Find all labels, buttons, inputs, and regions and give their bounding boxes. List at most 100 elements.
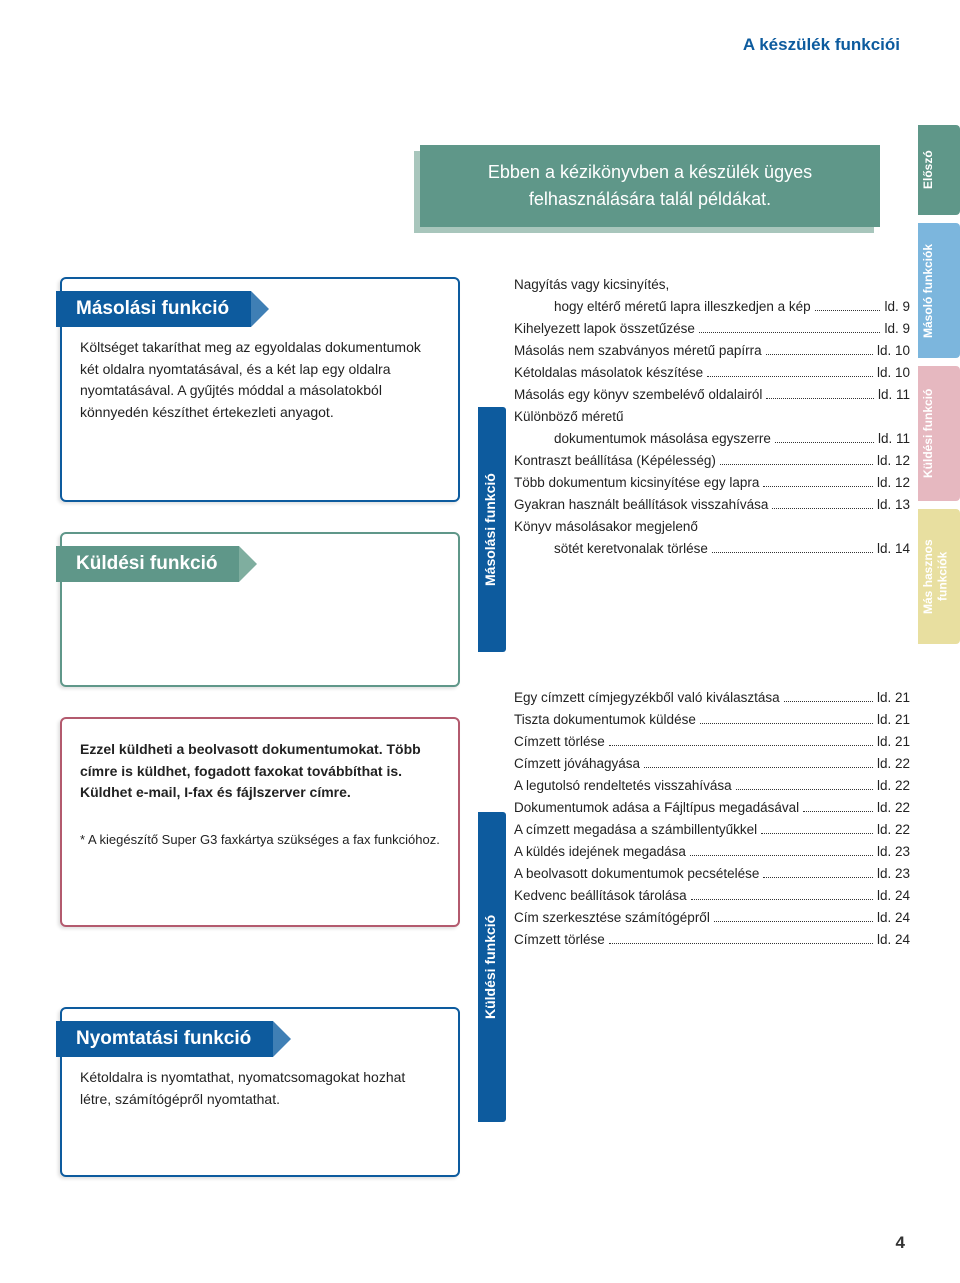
toc-line: Nagyítás vagy kicsinyítés, — [514, 277, 910, 292]
toc-label: A beolvasott dokumentumok pecsételése — [514, 866, 759, 881]
card-send-placeholder: Küldési funkció — [60, 532, 460, 687]
toc-dots — [815, 310, 881, 311]
toc-page: ld. 22 — [877, 822, 910, 837]
toc-row: A címzett megadása a számbillentyűkkel ld… — [514, 822, 910, 837]
toc-row: Gyakran használt beállítások visszahívás… — [514, 497, 910, 512]
toc-dots — [761, 833, 873, 834]
toc-row: hogy eltérő méretű lapra illeszkedjen a … — [514, 299, 910, 314]
card-copy-title-text: Másolási funkció — [76, 298, 229, 319]
toc-page: ld. 22 — [877, 778, 910, 793]
toc-label: hogy eltérő méretű lapra illeszkedjen a … — [554, 299, 811, 314]
card-send-title-text: Küldési funkció — [76, 553, 217, 574]
toc-row: Kontraszt beállítása (Képélesség)ld. 12 — [514, 453, 910, 468]
vertical-tabs: Másolási funkció Küldési funkció — [478, 277, 506, 1177]
left-column: Másolási funkció Költséget takaríthat me… — [60, 277, 460, 1177]
intro-line1: Ebben a kézikönyvben a készülék ügyes — [438, 159, 862, 186]
toc-dots — [766, 398, 874, 399]
toc-label: A küldés idejének megadása — [514, 844, 686, 859]
toc-row: Címzett jóváhagyásald. 22 — [514, 756, 910, 771]
toc-dots — [712, 552, 873, 553]
toc-dots — [700, 723, 873, 724]
toc-label: Címzett törlése — [514, 932, 605, 947]
toc-row: Címzett törlése ld. 24 — [514, 932, 910, 947]
card-send-title: Küldési funkció — [56, 546, 239, 582]
toc-page: ld. 9 — [884, 321, 910, 336]
toc-row: Kihelyezett lapok összetűzéseld. 9 — [514, 321, 910, 336]
toc-dots — [763, 486, 873, 487]
card-print-title: Nyomtatási funkció — [56, 1021, 273, 1057]
toc-dots — [690, 855, 873, 856]
toc-dots — [766, 354, 873, 355]
toc-page: ld. 23 — [877, 866, 910, 881]
toc-row: dokumentumok másolása egyszerre ld. 11 — [514, 431, 910, 446]
toc-label: A legutolsó rendeltetés visszahívása — [514, 778, 732, 793]
toc-label: Kedvenc beállítások tárolása — [514, 888, 687, 903]
toc-label: Címzett törlése — [514, 734, 605, 749]
card-copy-title: Másolási funkció — [56, 291, 251, 327]
toc-label: Kontraszt beállítása (Képélesség) — [514, 453, 716, 468]
toc-page: ld. 22 — [877, 800, 910, 815]
toc-dots — [763, 877, 873, 878]
intro-line2: felhasználására talál példákat. — [438, 186, 862, 213]
toc-page: ld. 11 — [878, 431, 910, 446]
toc-label: Címzett jóváhagyása — [514, 756, 640, 771]
toc-dots — [609, 745, 873, 746]
side-ribbons: Előszó Másoló funkciók Küldési funkció M… — [918, 125, 960, 644]
card-copy-body: Költséget takaríthat meg az egyoldalas d… — [80, 337, 440, 424]
toc-label: Több dokumentum kicsinyítése egy lapra — [514, 475, 759, 490]
toc-label: A címzett megadása a számbillentyűkkel — [514, 822, 757, 837]
vtab-send: Küldési funkció — [478, 812, 506, 1122]
toc-row: Több dokumentum kicsinyítése egy laprald… — [514, 475, 910, 490]
toc-line: Könyv másolásakor megjelenő — [514, 519, 910, 534]
page-header: A készülék funkciói — [60, 35, 910, 55]
page-number: 4 — [896, 1233, 905, 1253]
toc-page: ld. 9 — [884, 299, 910, 314]
toc-page: ld. 24 — [877, 910, 910, 925]
ribbon-copy: Másoló funkciók — [918, 223, 960, 358]
toc-label: Másolás nem szabványos méretű papírra — [514, 343, 762, 358]
chevron-right-icon — [251, 291, 269, 327]
intro-banner: Ebben a kézikönyvben a készülék ügyes fe… — [420, 145, 880, 227]
toc-row: Kétoldalas másolatok készítése ld. 10 — [514, 365, 910, 380]
toc-label: Cím szerkesztése számítógépről — [514, 910, 710, 925]
toc-dots — [736, 789, 873, 790]
card-send-note: * A kiegészítő Super G3 faxkártya szüksé… — [80, 830, 440, 850]
toc-label: Egy címzett címjegyzékből való kiválaszt… — [514, 690, 780, 705]
toc-row: Dokumentumok adása a Fájltípus megadásáv… — [514, 800, 910, 815]
toc-dots — [644, 767, 873, 768]
toc-dots — [714, 921, 873, 922]
card-send-body: Ezzel küldheti a beolvasott dokumentumok… — [60, 717, 460, 927]
card-print: Nyomtatási funkció Kétoldalra is nyomtat… — [60, 1007, 460, 1177]
toc-row: Kedvenc beállítások tárolásald. 24 — [514, 888, 910, 903]
toc-row: Címzett törlése ld. 21 — [514, 734, 910, 749]
toc-label: dokumentumok másolása egyszerre — [554, 431, 771, 446]
card-print-body: Kétoldalra is nyomtathat, nyomatcsomagok… — [80, 1067, 440, 1110]
toc-dots — [699, 332, 881, 333]
toc-row: Másolás nem szabványos méretű papírra ld.… — [514, 343, 910, 358]
toc-label: sötét keretvonalak törlése — [554, 541, 708, 556]
chevron-right-icon — [273, 1021, 291, 1057]
ribbon-send: Küldési funkció — [918, 366, 960, 501]
toc-label: Másolás egy könyv szembelévő oldalairól — [514, 387, 762, 402]
chevron-right-icon — [239, 546, 257, 582]
toc-dots — [707, 376, 873, 377]
toc-row: A legutolsó rendeltetés visszahívása ld. … — [514, 778, 910, 793]
toc-row: Tiszta dokumentumok küldése ld. 21 — [514, 712, 910, 727]
toc-page: ld. 10 — [877, 365, 910, 380]
toc-row: Egy címzett címjegyzékből való kiválaszt… — [514, 690, 910, 705]
toc-page: ld. 24 — [877, 932, 910, 947]
toc-dots — [803, 811, 873, 812]
toc-label: Tiszta dokumentumok küldése — [514, 712, 696, 727]
toc-page: ld. 21 — [877, 734, 910, 749]
toc-label: Kétoldalas másolatok készítése — [514, 365, 703, 380]
toc-row: Cím szerkesztése számítógépről ld. 24 — [514, 910, 910, 925]
toc-page: ld. 10 — [877, 343, 910, 358]
toc-page: ld. 21 — [877, 712, 910, 727]
right-column: Másolási funkció Küldési funkció Nagyítá… — [478, 277, 910, 1177]
toc-line: Különböző méretű — [514, 409, 910, 424]
toc-dots — [784, 701, 873, 702]
toc-page: ld. 14 — [877, 541, 910, 556]
toc-page: ld. 11 — [878, 387, 910, 402]
toc-dots — [772, 508, 873, 509]
toc-label: Dokumentumok adása a Fájltípus megadásáv… — [514, 800, 799, 815]
